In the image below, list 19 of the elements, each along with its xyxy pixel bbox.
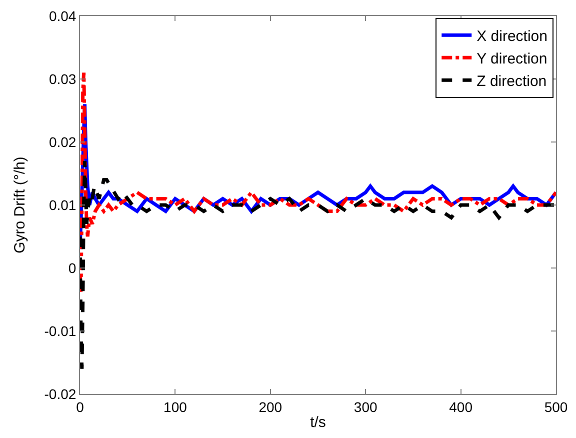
- y-tick-label: -0.02: [44, 386, 76, 402]
- legend-label: Z direction: [476, 72, 547, 90]
- y-axis-title: Gyro Drift (°/h): [12, 156, 29, 254]
- y-tick-label: 0.04: [48, 8, 76, 24]
- x-axis-title: t/s: [310, 414, 326, 431]
- legend-label: X direction: [476, 28, 548, 45]
- y-tick-label: 0.03: [48, 70, 76, 87]
- x-tick-label: 100: [164, 398, 188, 415]
- line-series: [80, 70, 556, 295]
- line-series: [80, 159, 556, 371]
- legend-label: Y direction: [476, 50, 548, 68]
- x-tick-label: 400: [449, 398, 473, 415]
- y-tick-label: 0.01: [48, 196, 76, 213]
- x-tick-label: 200: [258, 398, 282, 415]
- x-tick-label: 500: [544, 398, 568, 415]
- y-tick-label: 0.02: [48, 134, 76, 150]
- y-tick-label: -0.01: [44, 322, 76, 339]
- y-tick-label: 0: [68, 260, 76, 276]
- x-tick-label: 300: [354, 398, 378, 415]
